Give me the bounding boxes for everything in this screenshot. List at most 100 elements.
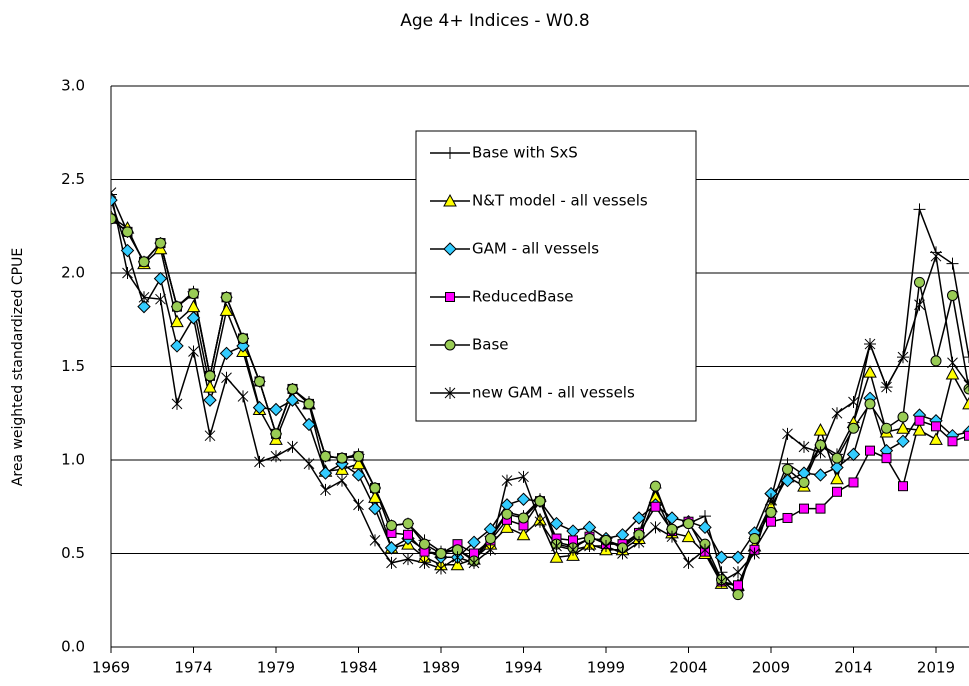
marker (435, 548, 447, 559)
legend-label: new GAM - all vessels (472, 384, 635, 402)
marker (848, 422, 859, 434)
marker (782, 463, 793, 475)
marker (254, 455, 265, 468)
marker (931, 421, 941, 432)
marker (600, 540, 612, 553)
marker (830, 471, 844, 485)
y-tick-label: 0.5 (61, 544, 85, 562)
marker (914, 276, 925, 288)
marker (617, 547, 628, 560)
marker (549, 550, 564, 563)
marker (320, 483, 331, 496)
marker (518, 512, 529, 524)
x-tick-label: 2014 (834, 659, 872, 677)
marker (203, 380, 217, 393)
marker (912, 423, 927, 436)
marker (516, 492, 531, 506)
marker (188, 345, 199, 358)
marker (237, 332, 249, 344)
marker (633, 536, 645, 549)
marker (963, 379, 969, 392)
marker (632, 511, 646, 525)
marker (269, 402, 283, 417)
legend: Base with SxS N&T model - all vessels GAM … (415, 130, 697, 422)
y-tick-label: 3.0 (61, 77, 85, 95)
marker (865, 445, 875, 456)
marker (749, 533, 760, 545)
marker (435, 562, 447, 575)
marker (930, 355, 942, 367)
marker (914, 415, 925, 426)
marker (443, 193, 457, 207)
x-tick-label: 1999 (587, 659, 625, 677)
marker (138, 291, 150, 304)
marker (584, 540, 595, 553)
marker (815, 503, 826, 514)
marker (501, 508, 513, 520)
marker (122, 226, 133, 238)
chart-title: Age 4+ Indices - W0.8 (400, 11, 590, 31)
y-tick-label: 0.0 (61, 638, 85, 656)
marker (765, 493, 777, 506)
marker (799, 503, 809, 514)
marker (186, 311, 201, 325)
marker (731, 550, 745, 564)
x-tick-label: 1994 (504, 659, 542, 677)
marker (285, 393, 300, 407)
marker (863, 365, 877, 378)
marker (567, 543, 579, 556)
x-tick-label: 2004 (669, 659, 707, 677)
marker (930, 250, 942, 263)
marker (204, 429, 216, 442)
marker (947, 436, 958, 447)
marker (681, 529, 696, 543)
marker (443, 242, 457, 256)
x-tick-label: 1974 (174, 659, 212, 677)
marker (111, 188, 117, 201)
marker (188, 288, 199, 300)
marker (384, 541, 399, 555)
marker (582, 520, 597, 535)
marker (303, 398, 315, 410)
marker (170, 339, 184, 353)
marker (534, 495, 546, 507)
legend-label: Base (472, 336, 509, 354)
x-tick-label: 2009 (752, 659, 790, 677)
marker (237, 390, 249, 403)
marker (534, 515, 546, 528)
marker (896, 421, 910, 434)
marker (881, 422, 892, 434)
marker (386, 519, 397, 531)
marker (962, 396, 969, 410)
marker (815, 446, 826, 459)
marker (221, 371, 232, 384)
y-axis-label: Area weighted standardized CPUE (10, 248, 26, 486)
marker (368, 501, 382, 516)
marker (914, 298, 925, 311)
marker (945, 366, 960, 380)
marker (881, 381, 892, 394)
marker (369, 534, 381, 547)
marker (798, 476, 810, 488)
marker (351, 468, 366, 482)
marker (485, 543, 496, 556)
marker (170, 314, 184, 328)
marker (111, 213, 117, 225)
x-tick-label: 1984 (339, 659, 377, 677)
marker (485, 533, 496, 545)
marker (831, 452, 843, 464)
marker (204, 370, 216, 382)
marker (947, 289, 958, 301)
marker (500, 520, 514, 533)
marker (749, 547, 760, 560)
marker (650, 501, 661, 512)
marker (203, 393, 217, 407)
marker (468, 556, 480, 569)
marker (320, 450, 331, 462)
x-tick-label: 2019 (917, 659, 955, 677)
marker (252, 400, 267, 415)
marker (403, 529, 413, 540)
marker (832, 486, 842, 497)
marker (111, 193, 118, 207)
